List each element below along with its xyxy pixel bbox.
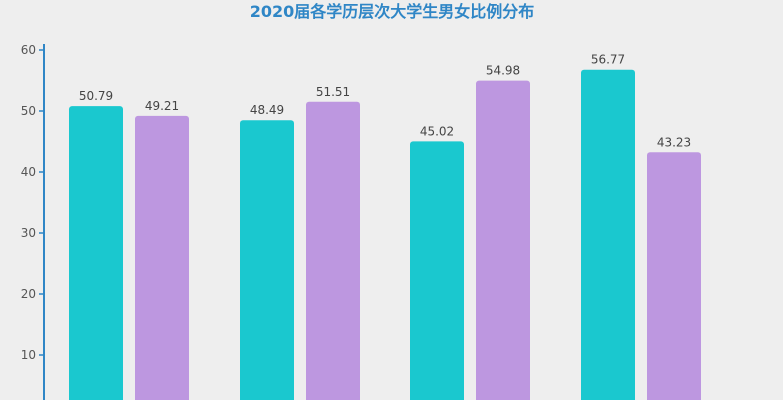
data-label: 48.49 — [250, 103, 284, 117]
y-axis: 10 20 30 40 50 60 — [21, 43, 45, 400]
bar-series-1-group-4 — [581, 69, 635, 400]
data-label: 45.02 — [420, 124, 454, 138]
y-tick-label: 40 — [21, 165, 36, 179]
data-label: 49.21 — [145, 99, 179, 113]
bars — [69, 69, 701, 400]
y-tick-label: 60 — [21, 43, 36, 57]
data-labels: 50.79 48.49 45.02 56.77 49.21 51.51 54.98 43.23 — [79, 53, 691, 150]
bar-series-1-group-2 — [240, 120, 294, 400]
bar-series-2-group-1 — [135, 115, 189, 400]
bar-series-2-group-2 — [306, 101, 360, 400]
bar-series-1-group-3 — [410, 141, 464, 400]
y-tick-label: 20 — [21, 287, 36, 301]
y-tick-label: 50 — [21, 104, 36, 118]
chart-title: 2020届各学历层次大学生男女比例分布 — [250, 2, 535, 21]
data-label: 54.98 — [486, 64, 520, 78]
bar-series-1-group-1 — [69, 106, 123, 400]
data-label: 43.23 — [657, 135, 691, 149]
bar-series-2-group-4 — [647, 152, 701, 400]
y-tick-label: 30 — [21, 226, 36, 240]
y-tick-label: 10 — [21, 348, 36, 362]
data-label: 50.79 — [79, 89, 113, 103]
data-label: 56.77 — [591, 53, 625, 67]
data-label: 51.51 — [316, 85, 350, 99]
bar-series-2-group-3 — [476, 80, 530, 400]
